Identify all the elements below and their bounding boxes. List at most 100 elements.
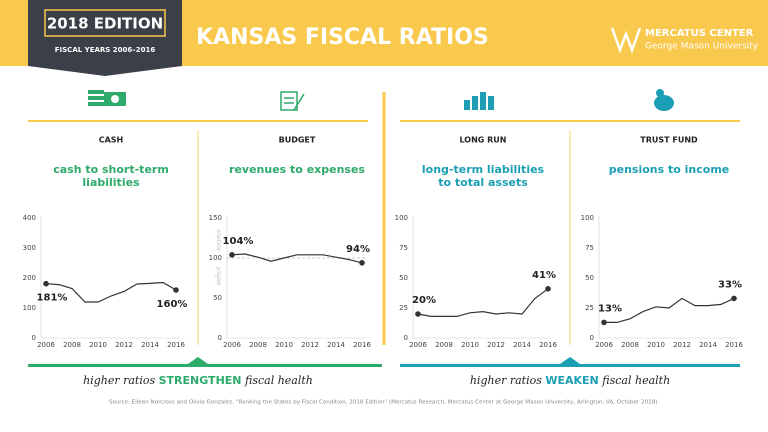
y-tick-label: 100 [581,214,594,222]
section-label: LONG RUN [459,136,506,145]
end-dot [43,280,49,287]
y-tick-label: 0 [590,334,594,342]
x-tick-label: 2006 [409,341,427,349]
x-tick-label: 2006 [223,341,241,349]
chart-title: cash to short-term [53,163,169,176]
cash-icon [88,90,126,106]
footer-left: higher ratios STRENGTHEN fiscal health [83,374,313,387]
source: Source: Eileen Norcross and Olivia Gonza… [109,400,660,406]
footer-emphasis: STRENGTHEN [159,374,242,387]
y-tick-label: 300 [23,244,36,252]
edition-box [28,0,182,76]
footer-text: fiscal health [244,374,313,387]
x-tick-label: 2010 [275,341,293,349]
x-tick-label: 2006 [595,341,613,349]
footer-text: higher ratios [470,374,542,387]
x-tick-label: 2008 [621,341,639,349]
value-label: 41% [532,270,556,281]
y-tick-label: 50 [213,294,222,302]
strip-pointer [188,357,208,364]
x-tick-label: 2016 [167,341,185,349]
data-line [604,297,735,323]
section-label: CASH [99,136,124,145]
y-tick-label: 150 [209,214,222,222]
y-tick-label: 400 [23,214,36,222]
logo-mark [610,27,642,54]
strip-pointer [560,357,580,364]
y-tick-label: 200 [23,274,36,282]
x-tick-label: 2014 [327,341,345,349]
x-tick-label: 2012 [115,341,133,349]
brand: MERCATUS CENTER [645,28,754,39]
data-line [231,253,363,264]
x-tick-label: 2014 [699,341,717,349]
end-dot [415,311,421,317]
x-tick-label: 2012 [487,341,505,349]
edition: 2018 EDITION [47,15,163,33]
chart-title: revenues to expenses [229,163,365,176]
value-label: 160% [157,299,188,310]
y-tick-label: 75 [585,244,594,252]
trust-fund-icon [654,89,674,111]
end-dot [601,319,607,326]
long-run-icon [464,92,494,110]
y-tick-label: 25 [399,304,408,312]
data-line [45,281,177,303]
x-tick-label: 2008 [63,341,81,349]
years: FISCAL YEARS 2006–2016 [55,46,156,54]
y-tick-label: 100 [395,214,408,222]
footer-text: fiscal health [601,374,670,387]
footer-text: higher ratios [83,374,155,387]
end-dot [359,260,365,266]
value-label: 13% [598,303,622,314]
x-tick-label: 2008 [435,341,453,349]
x-tick-label: 2014 [141,341,159,349]
value-label: 20% [412,295,436,306]
y-tick-label: 0 [32,334,36,342]
value-label: 181% [37,293,68,304]
y-tick-label: 75 [399,244,408,252]
end-dot [731,295,737,302]
value-label: 104% [223,236,254,247]
y-tick-label: 100 [209,254,222,262]
x-tick-label: 2012 [673,341,691,349]
x-tick-label: 2010 [647,341,665,349]
section-label: TRUST FUND [640,136,698,145]
x-tick-label: 2006 [37,341,55,349]
x-tick-label: 2016 [725,341,743,349]
footer-emphasis: WEAKEN [545,374,598,387]
y-tick-label: 50 [585,274,594,282]
x-tick-label: 2010 [89,341,107,349]
data-line [417,288,549,317]
x-tick-label: 2016 [353,341,371,349]
x-tick-label: 2010 [461,341,479,349]
annotation: deficit [216,266,223,285]
value-label: 94% [346,244,370,255]
page-title: KANSAS FISCAL RATIOS [196,25,489,50]
y-tick-label: 100 [23,304,36,312]
value-label: 33% [718,279,742,290]
x-tick-label: 2012 [301,341,319,349]
x-tick-label: 2008 [249,341,267,349]
footer-right: higher ratios WEAKEN fiscal health [470,374,670,387]
y-tick-label: 0 [218,334,222,342]
chart-title: to total assets [438,176,528,189]
end-dot [173,287,179,293]
y-tick-label: 0 [404,334,408,342]
y-tick-label: 25 [585,304,594,312]
weaken-strip [400,364,740,367]
chart-title: pensions to income [609,163,730,176]
annotation: surplus [216,229,223,251]
strengthen-strip [28,364,382,367]
end-dot [545,286,551,292]
edition-frame [44,9,166,37]
x-tick-label: 2014 [513,341,531,349]
section-label: BUDGET [279,136,316,145]
chart-title: liabilities [82,176,140,189]
x-tick-label: 2016 [539,341,557,349]
chart-title: long-term liabilities [422,163,545,176]
y-tick-label: 50 [399,274,408,282]
budget-icon [280,91,305,111]
brand-sub: George Mason University [645,42,759,52]
